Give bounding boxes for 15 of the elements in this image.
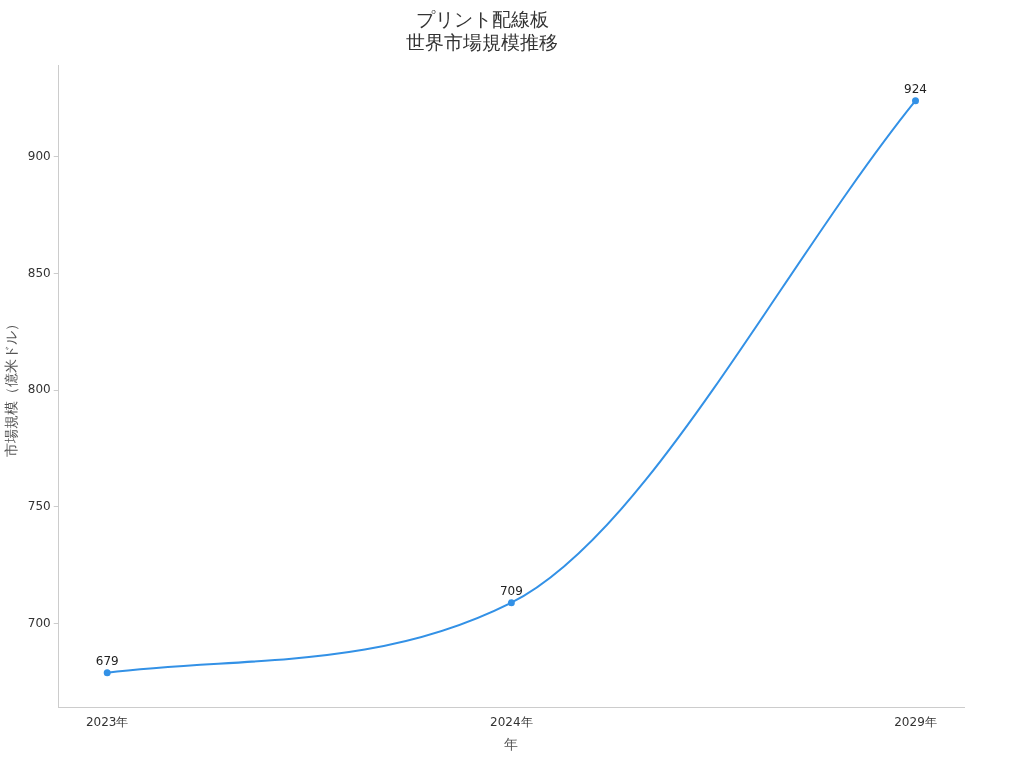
- y-axis-title: 市場規模（億米ドル）: [3, 316, 20, 457]
- x-tick-label: 2024年: [490, 715, 533, 730]
- y-tick-label: 700: [27, 615, 51, 630]
- y-tick-label: 900: [27, 148, 51, 163]
- x-tick-label: 2029年: [894, 715, 937, 730]
- x-tick-label: 2023年: [85, 715, 129, 730]
- chart-title: プリント配線板: [415, 8, 549, 31]
- data-label: 924: [904, 81, 927, 96]
- y-tick-label: 850: [27, 265, 51, 280]
- data-label: 679: [95, 653, 119, 668]
- y-tick-label: 750: [27, 499, 51, 514]
- y-tick-label: 800: [27, 382, 51, 397]
- x-axis-title: 年: [504, 736, 519, 753]
- data-label: 709: [499, 583, 523, 598]
- chart-subtitle: 世界市場規模推移: [406, 31, 558, 54]
